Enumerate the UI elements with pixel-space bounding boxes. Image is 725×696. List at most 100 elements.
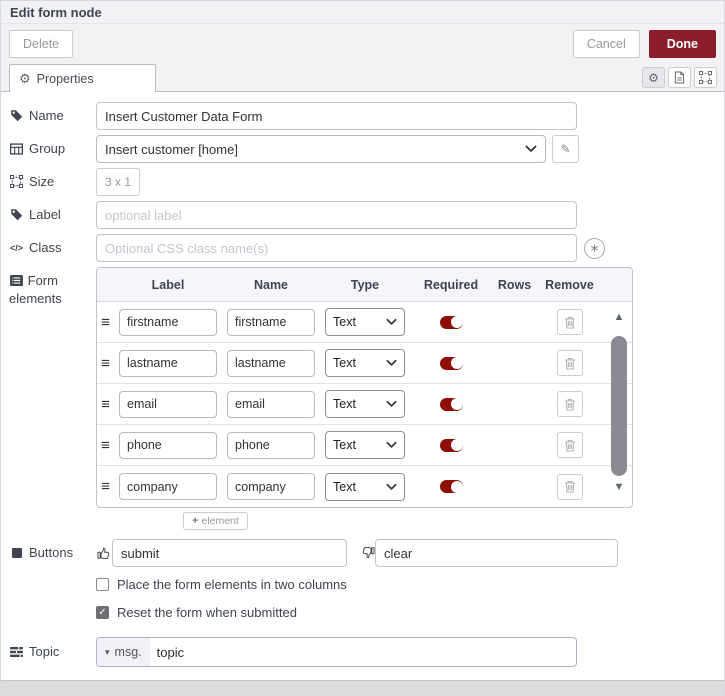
element-type-value: Text: [333, 315, 356, 329]
element-label-input[interactable]: [119, 473, 217, 500]
appearance-section-button[interactable]: [694, 67, 717, 88]
group-select[interactable]: Insert customer [home]: [96, 135, 546, 163]
clear-button-text-input[interactable]: [375, 539, 618, 567]
required-toggle[interactable]: [439, 397, 463, 411]
reset-form-option-row: ✓ Reset the form when submitted: [96, 605, 716, 620]
form-elements-row: Form elements Label Name Type Required R…: [9, 267, 716, 530]
submit-button-text-input[interactable]: [112, 539, 347, 567]
delete-button[interactable]: Delete: [9, 30, 74, 58]
tab-properties[interactable]: ⚙ Properties: [9, 64, 156, 92]
name-input[interactable]: [96, 102, 577, 130]
topic-row: Topic ▾ msg.: [9, 637, 716, 667]
element-name-input[interactable]: [227, 349, 315, 377]
element-drag-handle[interactable]: ≡: [101, 354, 110, 372]
element-type-select[interactable]: Text: [325, 308, 405, 336]
tag-icon: [9, 208, 24, 221]
tasks-icon: [9, 646, 24, 657]
table-scrollbar[interactable]: ▲ ▼: [610, 308, 628, 501]
size-label: Size: [9, 173, 96, 191]
done-button[interactable]: Done: [648, 30, 716, 58]
option-checkbox[interactable]: ✓: [96, 606, 109, 619]
element-type-select[interactable]: Text: [325, 349, 405, 377]
scrollbar-thumb[interactable]: [611, 336, 627, 476]
element-drag-handle[interactable]: ≡: [101, 436, 110, 454]
document-icon: [674, 71, 685, 84]
element-drag-handle[interactable]: ≡: [101, 395, 110, 413]
tag-icon: [9, 109, 24, 122]
code-icon: </>: [9, 242, 23, 253]
element-label-input[interactable]: [119, 308, 217, 336]
two-columns-option-label: Place the form elements in two columns: [117, 577, 347, 592]
element-drag-handle[interactable]: ≡: [101, 313, 110, 331]
remove-element-button[interactable]: [556, 432, 583, 458]
element-type-select[interactable]: Text: [325, 390, 405, 418]
element-type-select[interactable]: Text: [325, 472, 405, 501]
required-toggle[interactable]: [439, 438, 463, 452]
column-header-required: Required: [423, 277, 479, 292]
topic-type-selector[interactable]: ▾ msg.: [97, 638, 150, 666]
element-name-input[interactable]: [227, 431, 315, 459]
chevron-down-icon: [386, 318, 397, 326]
element-name-input[interactable]: [227, 473, 315, 500]
tab-strip: ⚙ Properties ⚙: [1, 64, 724, 92]
element-label-input[interactable]: [119, 349, 217, 377]
element-name-input[interactable]: [227, 308, 315, 336]
properties-panel: Name Group Insert customer [home] ✎: [1, 92, 724, 667]
topic-label: Topic: [9, 643, 96, 661]
topic-input[interactable]: [149, 638, 576, 666]
element-label-input[interactable]: [119, 390, 217, 418]
class-input[interactable]: [96, 234, 577, 262]
form-elements-body: ≡ Text: [97, 302, 632, 507]
name-label: Name: [9, 107, 96, 125]
properties-section-button[interactable]: ⚙: [642, 67, 665, 88]
description-section-button[interactable]: [668, 67, 691, 88]
scroll-down-arrow-icon[interactable]: ▼: [613, 481, 625, 493]
column-header-type: Type: [350, 277, 380, 292]
trash-icon: [564, 481, 575, 493]
object-group-icon: [699, 71, 712, 84]
label-input[interactable]: [96, 201, 577, 229]
required-toggle[interactable]: [439, 315, 463, 329]
topic-typed-input: ▾ msg.: [96, 637, 577, 667]
list-alt-icon: [9, 275, 24, 286]
class-row: </> Class ∗: [9, 234, 716, 262]
add-element-button[interactable]: + element: [183, 512, 248, 530]
option-checkbox[interactable]: [96, 578, 109, 591]
required-toggle[interactable]: [439, 480, 463, 493]
trash-icon: [564, 398, 575, 411]
form-elements-label: Form elements: [9, 273, 62, 306]
chevron-down-icon: [386, 359, 397, 367]
size-button[interactable]: 3 x 1: [96, 168, 140, 196]
edit-group-button[interactable]: ✎: [552, 135, 579, 163]
form-element-row: ≡ Text: [97, 425, 632, 466]
caret-down-icon: ▾: [105, 646, 110, 657]
element-drag-handle[interactable]: ≡: [101, 478, 110, 495]
class-expand-button[interactable]: ∗: [584, 237, 605, 259]
element-type-select[interactable]: Text: [325, 431, 405, 459]
group-select-value: Insert customer [home]: [105, 141, 238, 157]
cancel-button[interactable]: Cancel: [572, 30, 640, 58]
remove-element-button[interactable]: [556, 391, 583, 417]
remove-element-button[interactable]: [556, 350, 583, 376]
tab-strip-buttons: ⚙: [642, 67, 717, 88]
element-name-input[interactable]: [227, 390, 315, 418]
element-type-value: Text: [333, 479, 356, 494]
remove-element-button[interactable]: [556, 473, 583, 500]
name-row: Name: [9, 102, 716, 130]
form-element-row: ≡ Text: [97, 466, 632, 507]
chevron-down-icon: [386, 400, 397, 408]
two-columns-option-row: Place the form elements in two columns: [96, 577, 716, 592]
form-element-row: ≡ Text: [97, 302, 632, 343]
editor-footer-strip: [1, 680, 724, 695]
asterisk-icon: ∗: [589, 241, 600, 255]
element-label-input[interactable]: [119, 431, 217, 459]
dialog-title-bar: Edit form node: [1, 1, 724, 24]
table-icon: [9, 143, 24, 155]
reset-form-option-label: Reset the form when submitted: [117, 605, 297, 620]
scroll-up-arrow-icon[interactable]: ▲: [613, 311, 625, 323]
form-element-row: ≡ Text: [97, 384, 632, 425]
column-header-label: Label: [151, 277, 185, 292]
required-toggle[interactable]: [439, 356, 463, 370]
remove-element-button[interactable]: [556, 309, 583, 335]
